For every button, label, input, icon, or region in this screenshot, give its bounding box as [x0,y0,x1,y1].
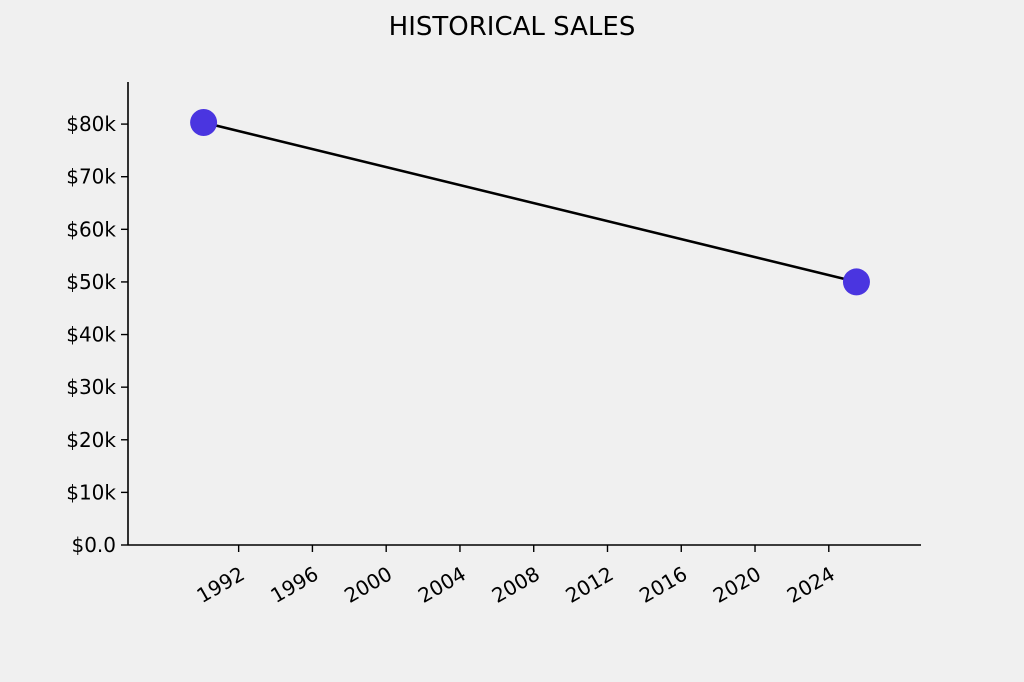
x-tick-label: 2016 [635,562,691,608]
data-point [190,109,218,137]
y-tick-label: $30k [66,375,116,399]
axes: $0.0 $10k $20k $30k $40k $50k $60k $70k $80k 1992… [66,82,921,608]
y-tick-label: $0.0 [71,533,116,557]
x-tick-label: 2020 [709,562,765,608]
y-tick-label: $70k [66,165,116,189]
x-tick-label: 2004 [414,562,470,608]
y-tick-label: $80k [66,112,116,136]
y-tick-label: $40k [66,323,116,347]
x-tick-label: 1996 [266,562,322,608]
y-tick-label: $10k [66,480,116,504]
y-tick-label: $50k [66,270,116,294]
x-tick-label: 2000 [340,562,396,608]
y-tick-label: $20k [66,428,116,452]
y-tick-label: $60k [66,217,116,241]
plot-area [190,109,870,296]
chart-title: HISTORICAL SALES [389,12,636,42]
x-tick-label: 2008 [488,562,544,608]
data-point [842,268,870,296]
x-tick-label: 2012 [561,562,617,608]
x-tick-label: 1992 [193,562,249,608]
series-line [203,121,857,284]
x-tick-label: 2024 [783,562,839,608]
